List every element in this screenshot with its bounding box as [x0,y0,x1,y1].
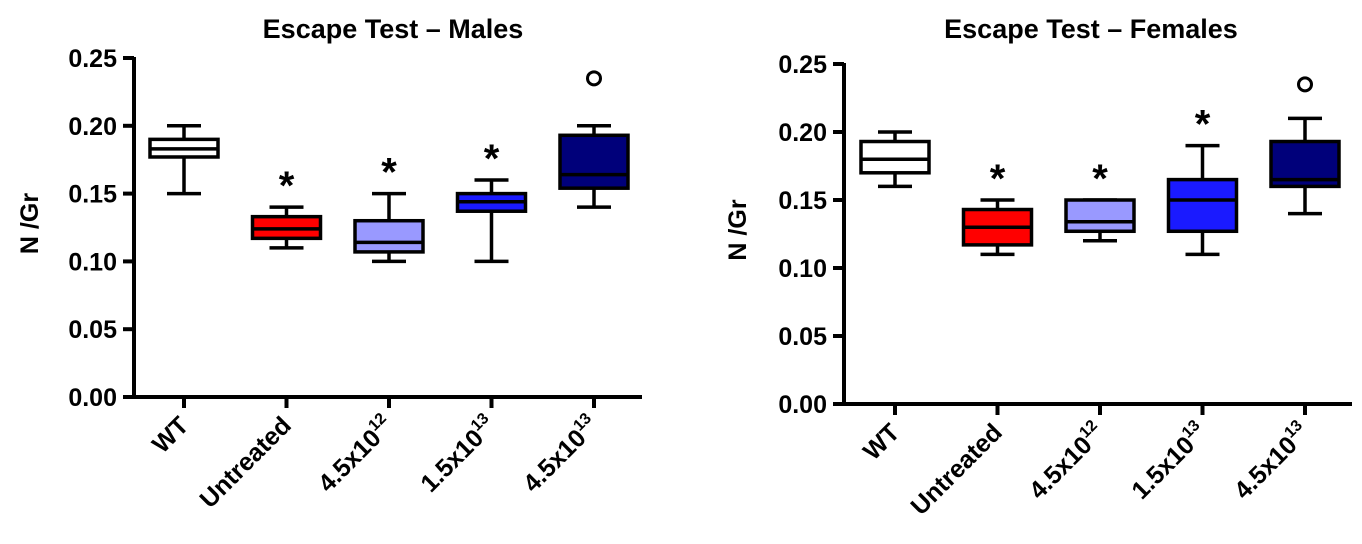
significance-marker: * [1195,103,1211,147]
y-tick-label: 0.10 [68,248,117,276]
box-4: * [455,137,528,264]
x-tick-label: 1.5x1013 [1125,417,1213,505]
x-tick-label: 1.5x1013 [414,410,502,498]
significance-marker: * [990,157,1006,201]
chart-title: Escape Test – Males [263,14,524,44]
y-tick-label: 0.10 [778,255,827,283]
y-tick-label: 0.25 [778,51,827,79]
box-1 [148,124,220,196]
iqr-box [353,218,425,254]
chart-title: Escape Test – Females [944,14,1238,44]
significance-marker: * [381,151,397,195]
box-2: * [961,157,1034,257]
chart-panel-2: Escape Test – Females N /Gr 0.00 0.05 0.10 0.… [724,14,1352,521]
x-tick-label-base: 1.5x10 [1126,431,1200,505]
x-tick-label: 4.5x1012 [311,410,399,498]
x-tick-label: 4.5x1013 [1227,417,1315,505]
y-tick-label: 0.05 [68,316,117,344]
chart-panel-1: Escape Test – Males N /Gr 0.00 0.05 0.10 0.15… [16,14,642,514]
x-tick-label: WT [858,418,905,465]
x-tick-label-base: 1.5x10 [415,424,489,498]
x-tick-label-base: Untreated [905,418,1007,520]
y-tick-label: 0.15 [68,181,117,209]
box-1 [859,130,931,189]
significance-marker: * [484,137,500,181]
significance-marker: * [279,164,295,208]
y-tick-label: 0.15 [778,187,827,215]
box-3: * [1064,157,1136,243]
y-tick-label: 0.05 [778,323,827,351]
x-tick-label-base: WT [147,411,194,458]
iqr-box [859,139,931,175]
x-tick-label-base: 4.5x10 [518,424,592,498]
iqr-box [1166,177,1239,234]
box-3: * [353,151,425,264]
box-5 [558,70,630,209]
y-tick-label: 0.20 [68,113,117,141]
box-5 [1269,76,1341,216]
x-tick-label: WT [147,411,194,458]
significance-marker: * [1092,157,1108,201]
box-4: * [1166,103,1239,257]
iqr-box [1064,198,1136,234]
outlier-point [586,70,602,87]
x-tick-label: Untreated [905,418,1007,520]
x-tick-label-base: WT [858,418,905,465]
y-axis-label: N /Gr [16,193,44,254]
x-tick-label-base: 4.5x10 [313,424,387,498]
x-tick-label: 4.5x1013 [516,410,604,498]
y-tick-label: 0.00 [778,391,827,419]
y-tick-label: 0.25 [68,45,117,73]
y-tick-label: 0.20 [778,119,827,147]
x-tick-label-base: 4.5x10 [1024,431,1098,505]
iqr-box [558,133,630,190]
y-tick-label: 0.00 [68,384,117,412]
y-axis-label: N /Gr [724,199,752,260]
x-tick-label: 4.5x1012 [1022,417,1110,505]
outlier-point [1297,76,1313,93]
x-tick-label: Untreated [194,411,296,513]
x-tick-label-base: 4.5x10 [1229,431,1303,505]
x-tick-label-base: Untreated [194,411,296,513]
box-2: * [250,164,323,250]
